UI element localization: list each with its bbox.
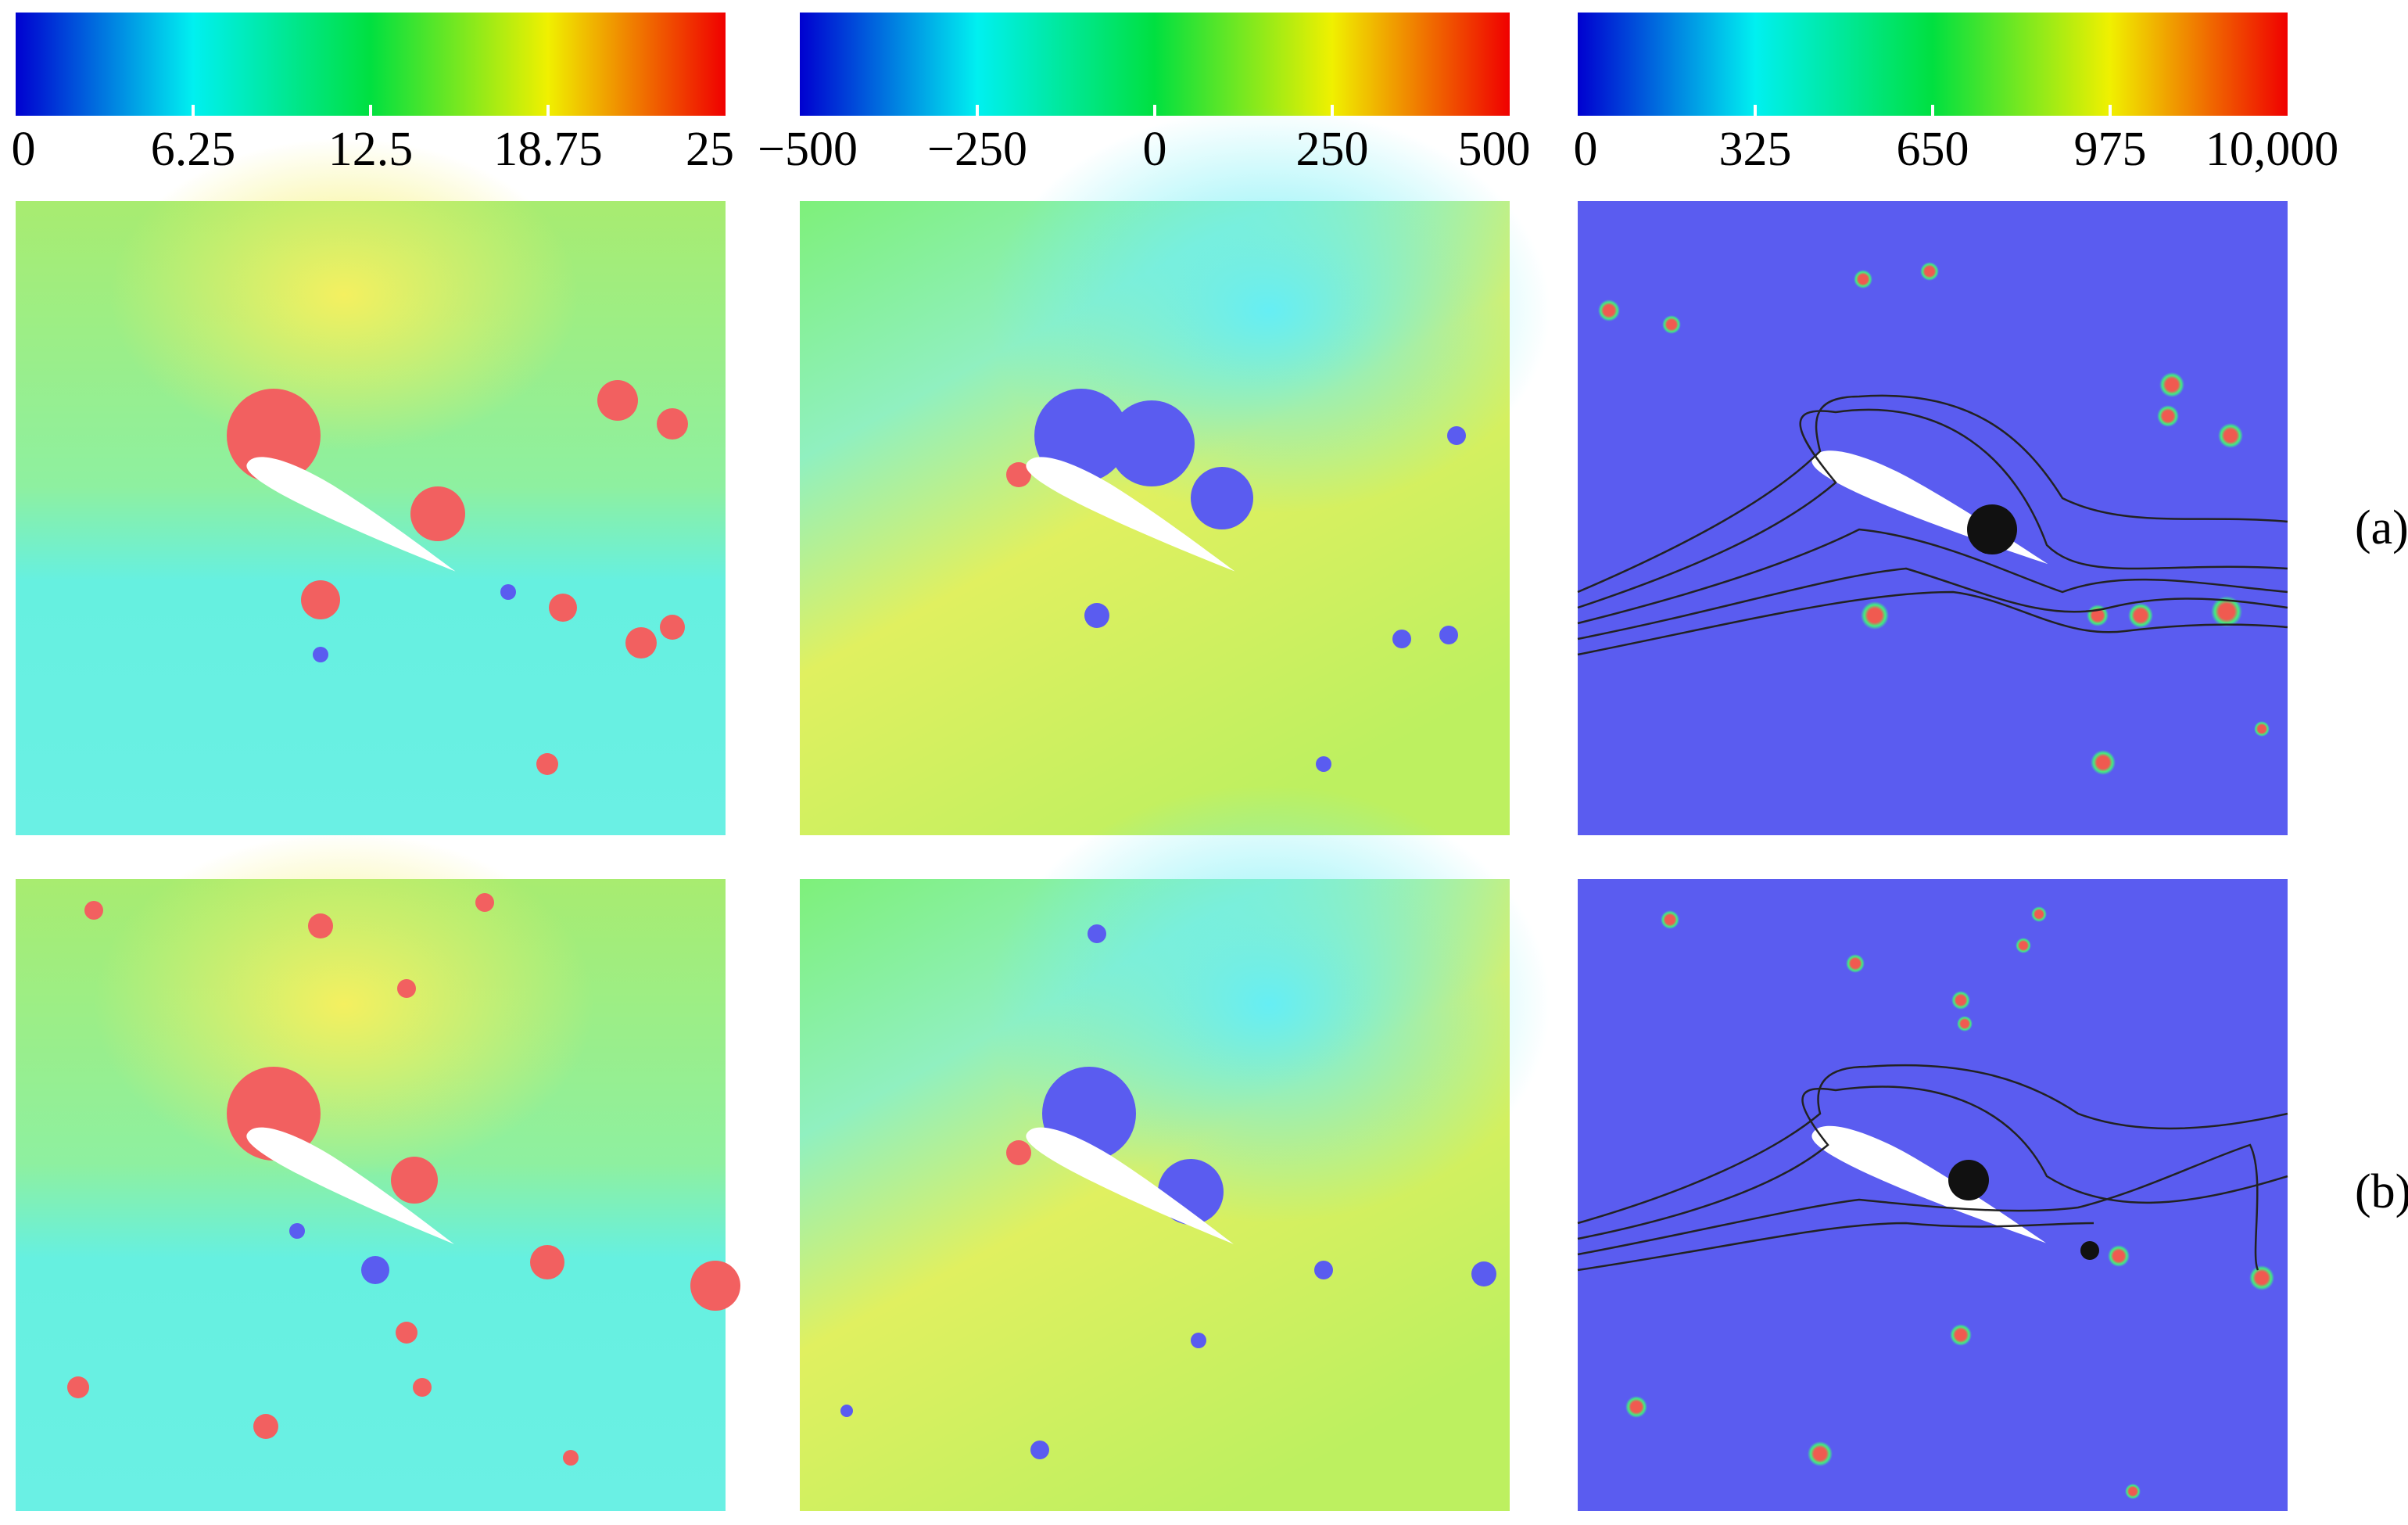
colorbar-tick-label: 6.25 bbox=[151, 123, 236, 176]
colorbar-tick-label: 325 bbox=[1719, 123, 1792, 176]
speed-field bbox=[16, 832, 740, 1511]
colorbar-tick-label: 10,000 bbox=[2206, 123, 2339, 176]
vorticity-field bbox=[1577, 201, 2288, 835]
colorbar bbox=[16, 13, 726, 116]
colorbar-tick-label: 975 bbox=[2074, 123, 2147, 176]
colorbar-tick-label: 650 bbox=[1897, 123, 1969, 176]
colorbar-tick-label: 0 bbox=[1574, 123, 1598, 176]
row-labels: (a) (b) bbox=[2355, 501, 2408, 1218]
colorbar bbox=[800, 13, 1510, 116]
colorbar-tick-label: 18.75 bbox=[493, 123, 603, 176]
speed-field bbox=[16, 138, 726, 835]
colorbar-tick-label: 500 bbox=[1458, 123, 1531, 176]
colorbar-tick-label: 25 bbox=[686, 123, 734, 176]
vorticity-field bbox=[1577, 879, 2288, 1511]
colorbar-tick-label: 250 bbox=[1296, 123, 1369, 176]
colorbar-tick-label: −250 bbox=[927, 123, 1027, 176]
colorbar-tick-label: 0 bbox=[1143, 123, 1167, 176]
pressure-field bbox=[800, 785, 1550, 1511]
colorbar bbox=[1578, 13, 2288, 116]
row-label: (a) bbox=[2355, 501, 2408, 554]
colorbar-tick-label: −500 bbox=[758, 123, 858, 176]
colorbar-tick-label: 0 bbox=[12, 123, 36, 176]
row-label: (b) bbox=[2355, 1165, 2408, 1218]
pressure-field bbox=[800, 107, 1550, 835]
colorbar-tick-label: 12.5 bbox=[328, 123, 414, 176]
